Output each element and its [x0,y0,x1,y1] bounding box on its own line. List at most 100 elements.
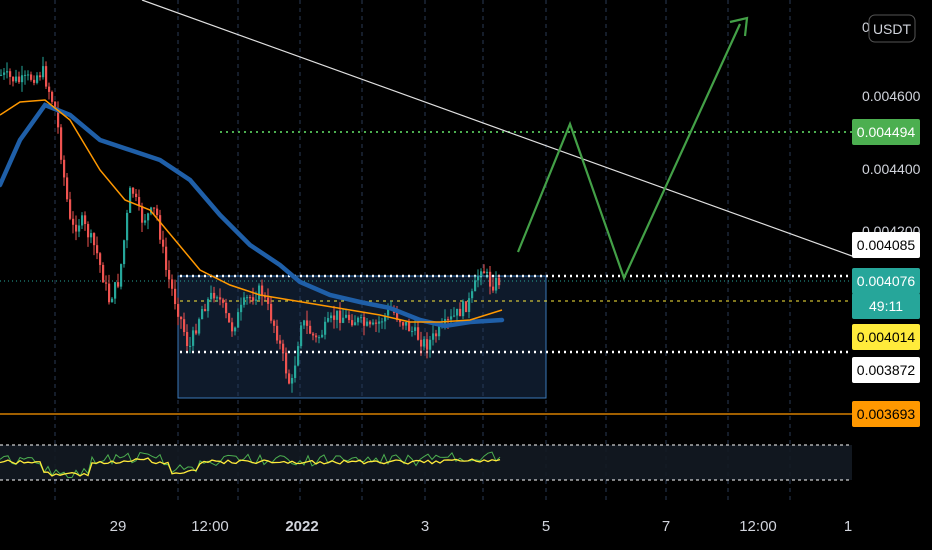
candle-body [303,320,306,326]
candle-body [261,285,264,296]
candle-body [114,282,117,299]
time-axis[interactable]: 29 12:00 2022 3 5 7 12:00 1 [110,518,853,535]
candle-body [30,74,33,80]
price-badges: 0.004494 0.004085 0.004076 49:11 0.004014 0.0… [852,119,920,427]
candle-body [198,319,201,334]
candle-body [432,333,435,340]
candle-body [69,199,72,219]
candle-body [105,282,108,284]
candle-body [471,291,474,299]
candle-body [330,315,333,319]
candle-body [90,233,93,238]
candle-body [483,271,486,274]
candle-body [75,224,78,232]
candle-body [45,66,48,87]
candle-body [387,309,390,316]
candle-body [231,322,234,332]
candle-body [318,337,321,339]
candle-body [120,264,123,287]
range-bottom-badge [852,357,920,383]
candle-body [228,313,231,323]
candle-body [102,264,105,283]
candle-body [174,288,177,305]
vertical-gridlines [54,0,791,500]
candle-body [189,345,192,347]
candle-body [237,312,240,328]
projection-arrowhead [729,16,749,37]
candle-body [489,271,492,287]
candle-body [183,319,186,333]
range-bottom-badge-label: 0.003872 [857,362,916,378]
candle-body [273,320,276,326]
candle-body [270,303,273,321]
candle-body [294,365,297,378]
candle-body [240,304,243,313]
candle-body [141,206,144,223]
candle-body [42,66,45,78]
candle-body [210,292,213,300]
candle-body [372,322,375,325]
candle-body [108,283,111,303]
candle-body [27,74,30,76]
candle-body [135,193,138,198]
range-box [177,275,547,399]
candle-body [282,343,285,353]
candle-body [321,334,324,338]
candlestick-series [0,56,501,393]
candle-body [222,299,225,303]
descending-trendline [141,0,853,257]
candle-body [498,277,501,286]
candle-body [396,312,399,320]
candle-body [171,279,174,289]
candle-body [9,71,12,77]
candle-body [186,332,189,347]
candle-body [192,330,195,346]
candle-body [492,286,495,291]
candle-body [342,317,345,323]
countdown-badge-label: 49:11 [869,298,903,314]
candle-body [459,308,462,317]
currency-badge[interactable] [868,14,916,43]
price-tick: 0.004400 [862,161,921,177]
candle-body [495,277,498,291]
candle-body [447,319,450,321]
candle-body [111,298,114,303]
top-right-partial: 0 [862,19,870,35]
date-label: 7 [662,518,670,535]
candle-body [435,333,438,337]
candle-body [279,340,282,344]
candle-body [402,322,405,326]
date-label: 1 [844,518,852,535]
candle-body [477,276,480,281]
candle-body [132,187,135,194]
price-scale[interactable]: 0.004600 0.004400 0.004200 [862,88,921,239]
candle-body [456,308,459,316]
candle-body [219,297,222,300]
candle-body [354,322,357,326]
candle-body [369,321,372,325]
candle-body [0,74,3,76]
candle-body [123,240,126,265]
candle-body [21,75,24,83]
candle-body [426,339,429,350]
oscillator-fast [0,451,501,479]
candle-body [264,295,267,298]
candle-body [66,177,69,200]
candle-body [72,218,75,225]
candle-body [234,327,237,332]
candle-body [201,309,204,320]
candle-body [360,317,363,319]
candle-body [159,215,162,240]
candle-body [84,215,87,225]
last-price-badge-label: 0.004076 [857,273,916,289]
candle-body [216,297,219,299]
candle-body [348,314,351,321]
candle-body [336,310,339,320]
date-label: 12:00 [191,518,229,535]
candle-body [33,79,36,83]
candle-body [411,330,414,332]
candle-body [15,76,18,82]
candle-body [438,326,441,337]
candle-body [468,298,471,312]
